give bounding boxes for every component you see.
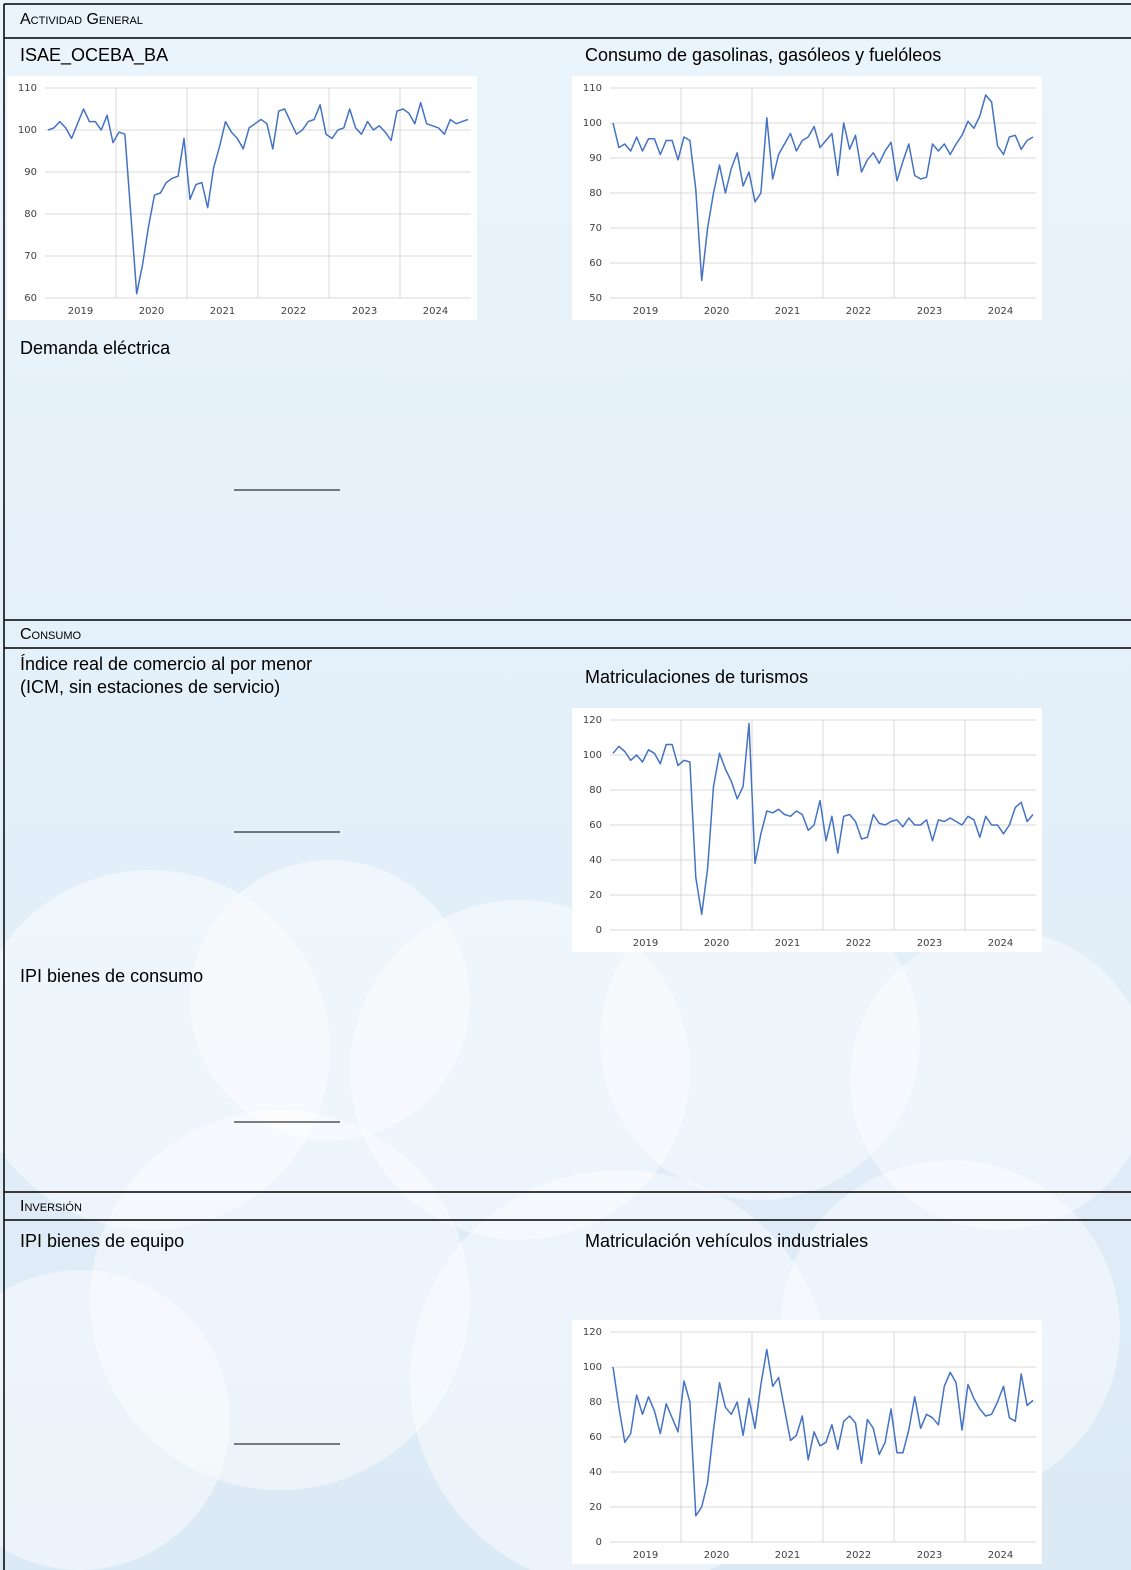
y-tick-label: 0: [596, 1537, 602, 1548]
x-tick-label: 2023: [352, 306, 377, 317]
x-tick-label: 2022: [281, 306, 306, 317]
x-tick-label: 2019: [633, 938, 658, 949]
chart-background: [572, 708, 1042, 952]
x-tick-label: 2020: [139, 306, 164, 317]
y-tick-label: 90: [589, 153, 602, 164]
chart-title: Consumo de gasolinas, gasóleos y fuelóle…: [585, 44, 941, 67]
section-header: Actividad General: [20, 11, 143, 29]
x-tick-label: 2021: [775, 938, 800, 949]
x-tick-label: 2020: [704, 306, 729, 317]
x-tick-label: 2020: [704, 1550, 729, 1561]
y-tick-label: 100: [583, 1362, 602, 1373]
y-tick-label: 20: [589, 890, 602, 901]
x-tick-label: 2019: [633, 1550, 658, 1561]
x-tick-label: 2019: [633, 306, 658, 317]
x-tick-label: 2023: [917, 306, 942, 317]
x-tick-label: 2024: [423, 306, 448, 317]
panel-title: Demanda eléctrica: [20, 337, 170, 360]
y-tick-label: 100: [583, 118, 602, 129]
y-tick-label: 100: [583, 750, 602, 761]
y-tick-label: 80: [589, 1397, 602, 1408]
panel-title: Índice real de comercio al por menor: [20, 653, 312, 676]
x-tick-label: 2023: [917, 938, 942, 949]
y-tick-label: 0: [596, 925, 602, 936]
chart-title: ISAE_OCEBA_BA: [20, 44, 168, 67]
panel-title: (ICM, sin estaciones de servicio): [20, 676, 280, 699]
x-tick-label: 2021: [775, 1550, 800, 1561]
x-tick-label: 2024: [988, 1550, 1013, 1561]
x-tick-label: 2019: [68, 306, 93, 317]
x-tick-label: 2024: [988, 938, 1013, 949]
chart-title: Matriculación vehículos industriales: [585, 1230, 868, 1253]
chart-background: [572, 1320, 1042, 1564]
y-tick-label: 80: [589, 188, 602, 199]
y-tick-label: 100: [18, 125, 37, 136]
chart-title: Matriculaciones de turismos: [585, 666, 808, 689]
y-tick-label: 60: [24, 293, 37, 304]
y-tick-label: 60: [589, 820, 602, 831]
x-tick-label: 2022: [846, 1550, 871, 1561]
y-tick-label: 40: [589, 855, 602, 866]
y-tick-label: 120: [583, 715, 602, 726]
y-tick-label: 110: [18, 83, 37, 94]
x-tick-label: 2022: [846, 306, 871, 317]
y-tick-label: 20: [589, 1502, 602, 1513]
x-tick-label: 2021: [210, 306, 235, 317]
page: 6070809010011020192020202120222023202450…: [0, 0, 1131, 1570]
section-header: Inversión: [20, 1198, 82, 1216]
panel-title: IPI bienes de consumo: [20, 965, 203, 988]
y-tick-label: 90: [24, 167, 37, 178]
y-tick-label: 40: [589, 1467, 602, 1478]
y-tick-label: 110: [583, 83, 602, 94]
y-tick-label: 50: [589, 293, 602, 304]
chart-background: [7, 76, 477, 320]
y-tick-label: 60: [589, 258, 602, 269]
y-tick-label: 120: [583, 1327, 602, 1338]
x-tick-label: 2023: [917, 1550, 942, 1561]
y-tick-label: 80: [24, 209, 37, 220]
y-tick-label: 70: [24, 251, 37, 262]
x-tick-label: 2022: [846, 938, 871, 949]
y-tick-label: 60: [589, 1432, 602, 1443]
chart-background: [572, 76, 1042, 320]
y-tick-label: 80: [589, 785, 602, 796]
section-header: Consumo: [20, 626, 81, 644]
x-tick-label: 2020: [704, 938, 729, 949]
panel-title: IPI bienes de equipo: [20, 1230, 184, 1253]
x-tick-label: 2024: [988, 306, 1013, 317]
y-tick-label: 70: [589, 223, 602, 234]
canvas: 6070809010011020192020202120222023202450…: [0, 0, 1131, 1570]
x-tick-label: 2021: [775, 306, 800, 317]
